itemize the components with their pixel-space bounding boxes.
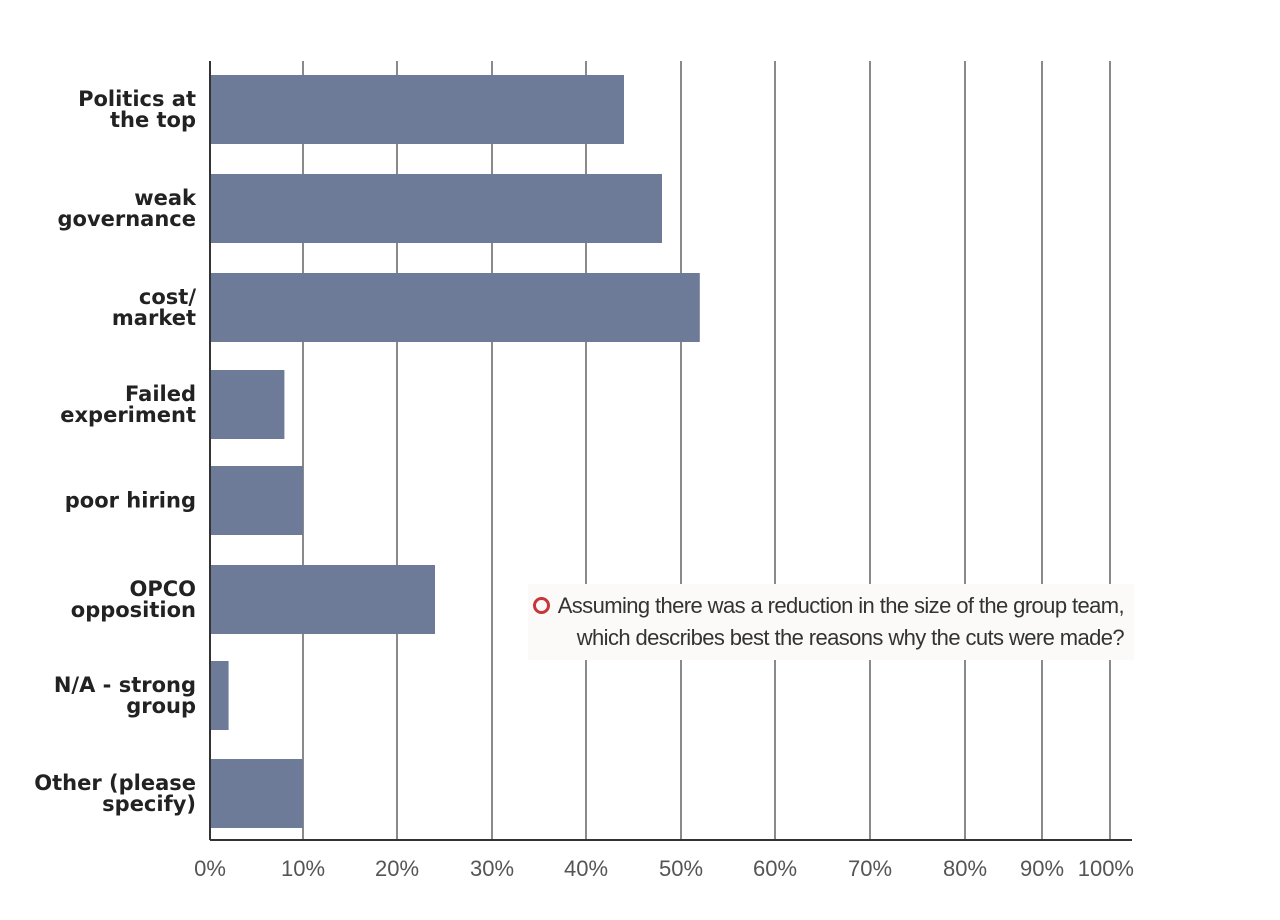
bar-7 <box>210 759 303 828</box>
category-label-0-1: the top <box>110 108 196 132</box>
x-tick-label: 20% <box>375 856 419 881</box>
category-label-5-0: OPCO <box>129 577 196 601</box>
bar-4 <box>210 466 303 535</box>
category-label-7-1: specify) <box>102 792 196 816</box>
category-label-1-1: governance <box>57 207 196 231</box>
bar-1 <box>210 174 662 243</box>
category-label-0-0: Politics at <box>78 87 196 111</box>
x-tick-label: 40% <box>564 856 608 881</box>
category-label-6-1: group <box>126 694 196 718</box>
annotation-line-1: Assuming there was a reduction in the si… <box>528 590 1125 622</box>
category-label-2-0: cost/ <box>139 285 196 309</box>
x-tick-label: 0% <box>194 856 226 881</box>
bar-5 <box>210 565 435 634</box>
annotation-text-1: Assuming there was a reduction in the si… <box>557 593 1125 618</box>
bars <box>210 75 700 828</box>
x-tick-labels: 0% 10% 20% 30% 40% 50% 60% 70% 80% 90% 100% <box>194 856 1134 881</box>
annotation-line-2: which describes best the reasons why the… <box>576 625 1125 650</box>
x-tick-label: 60% <box>753 856 797 881</box>
bar-3 <box>210 370 285 439</box>
category-label-5-1: opposition <box>71 598 196 622</box>
x-tick-label: 30% <box>470 856 514 881</box>
category-label-3-0: Failed <box>125 382 196 406</box>
x-tick-label: 10% <box>281 856 325 881</box>
category-label-2-1: market <box>112 306 196 330</box>
annotation-box: Assuming there was a reduction in the si… <box>528 584 1134 660</box>
category-label-3-1: experiment <box>60 403 196 427</box>
category-label-7-0: Other (please <box>34 771 196 795</box>
axes <box>209 61 1132 841</box>
category-label-1-0: weak <box>134 186 197 210</box>
bar-2 <box>210 273 700 342</box>
x-tick-label: 50% <box>659 856 703 881</box>
category-label-4-0: poor hiring <box>65 489 196 513</box>
category-label-6-0: N/A - strong <box>54 673 196 697</box>
red-circle-marker-icon <box>532 597 550 614</box>
x-tick-label: 80% <box>943 856 987 881</box>
x-tick-label: 90% <box>1020 856 1064 881</box>
bar-6 <box>210 661 229 730</box>
x-tick-label: 100% <box>1078 856 1134 881</box>
bar-0 <box>210 75 624 144</box>
x-tick-label: 70% <box>848 856 892 881</box>
